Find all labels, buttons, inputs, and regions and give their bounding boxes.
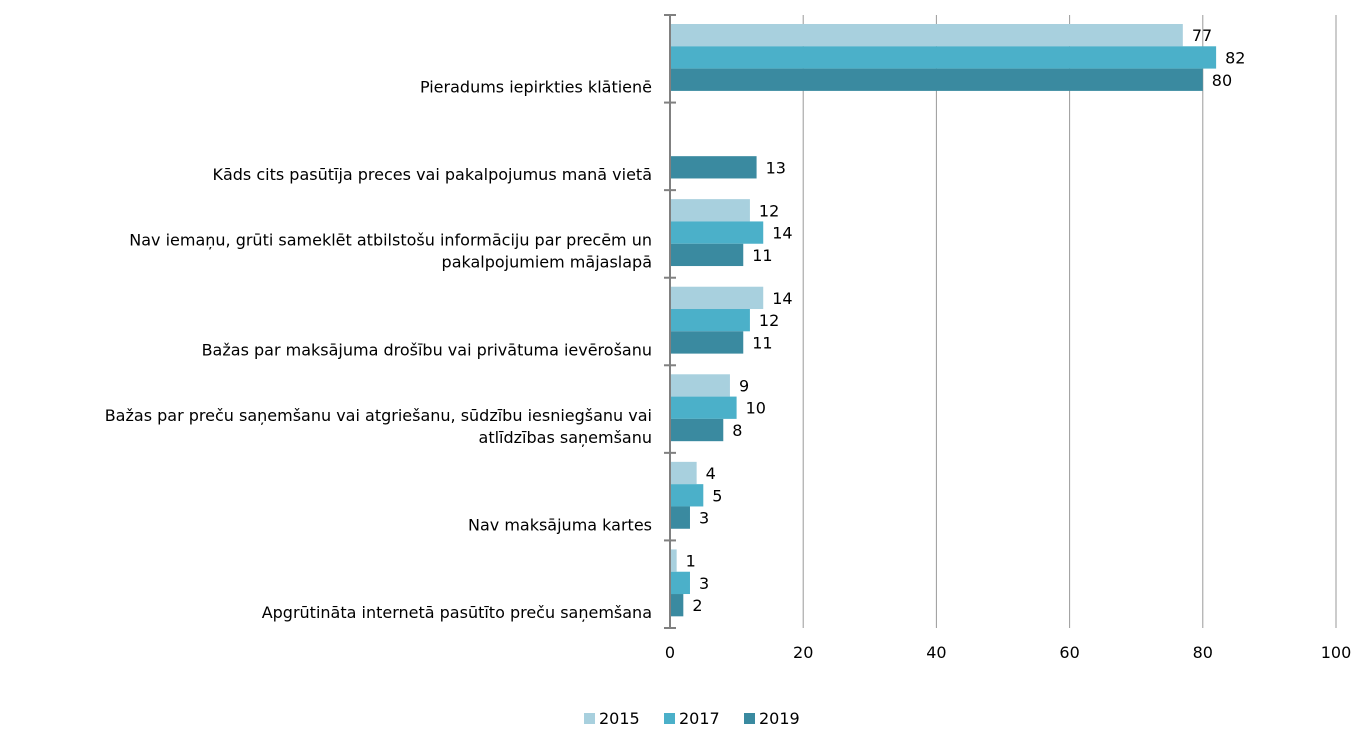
category-label: pakalpojumiem mājaslapā [442,253,652,272]
x-tick-labels: 0 20 40 60 80 100 [665,643,1351,662]
value-label: 80 [1212,71,1232,90]
gridlines [802,15,1337,628]
value-label: 12 [759,311,779,330]
value-label: 4 [706,464,716,483]
bar [671,46,1217,69]
x-tick-label: 60 [1059,643,1079,662]
bars [671,24,1217,617]
bar [671,221,764,244]
bar [671,309,750,332]
legend-entry: 2017 [679,709,720,728]
value-label: 9 [739,376,749,395]
bar [671,331,744,354]
value-label: 11 [752,246,772,265]
bar [671,286,764,310]
y-axis [664,14,676,629]
value-label: 77 [1192,26,1212,45]
bar [671,156,757,179]
legend-swatch [664,713,675,724]
bar [671,484,704,507]
value-label: 10 [746,399,766,418]
x-tick-label: 20 [793,643,813,662]
bar [671,594,684,617]
legend-entry: 2019 [759,709,800,728]
legend: 2015 2017 2019 [584,709,800,728]
value-label: 11 [752,333,772,352]
category-label: atlīdzības saņemšanu [479,428,652,447]
category-label: Kāds cits pasūtīja preces vai pakalpojum… [212,165,652,184]
legend-swatch [744,713,755,724]
x-tick-label: 80 [1193,643,1213,662]
value-label: 1 [686,552,696,571]
bar [671,68,1203,91]
category-label: Bažas par maksājuma drošību vai privātum… [202,340,652,359]
category-label: Nav iemaņu, grūti sameklēt atbilstošu in… [129,231,652,250]
x-tick-label: 40 [926,643,946,662]
bar [671,549,677,572]
value-label: 14 [772,289,792,308]
value-label: 3 [699,509,709,528]
value-label: 2 [692,596,702,615]
category-label: Apgrūtināta internetā pasūtīto preču saņ… [262,603,652,622]
bar [671,374,730,397]
legend-swatch [584,713,595,724]
value-label: 82 [1225,48,1245,67]
value-label: 14 [772,224,792,243]
bar [671,243,744,267]
bar [671,396,737,419]
bar [671,418,724,442]
value-label: 5 [712,486,722,505]
category-label: Nav maksājuma kartes [468,515,652,534]
bar [671,199,750,222]
bar [671,24,1183,47]
value-label: 8 [732,421,742,440]
category-labels: Pieradums iepirkties klātienē Kāds cits p… [105,78,652,622]
value-label: 13 [766,158,786,177]
category-label: Pieradums iepirkties klātienē [420,78,652,97]
x-tick-label: 0 [665,643,675,662]
bar [671,571,690,595]
legend-entry: 2015 [599,709,640,728]
x-tick-label: 100 [1321,643,1352,662]
bar [671,506,690,529]
category-label: Bažas par preču saņemšanu vai atgriešanu… [105,406,652,425]
value-label: 12 [759,201,779,220]
bar [671,461,697,485]
value-label: 3 [699,574,709,593]
